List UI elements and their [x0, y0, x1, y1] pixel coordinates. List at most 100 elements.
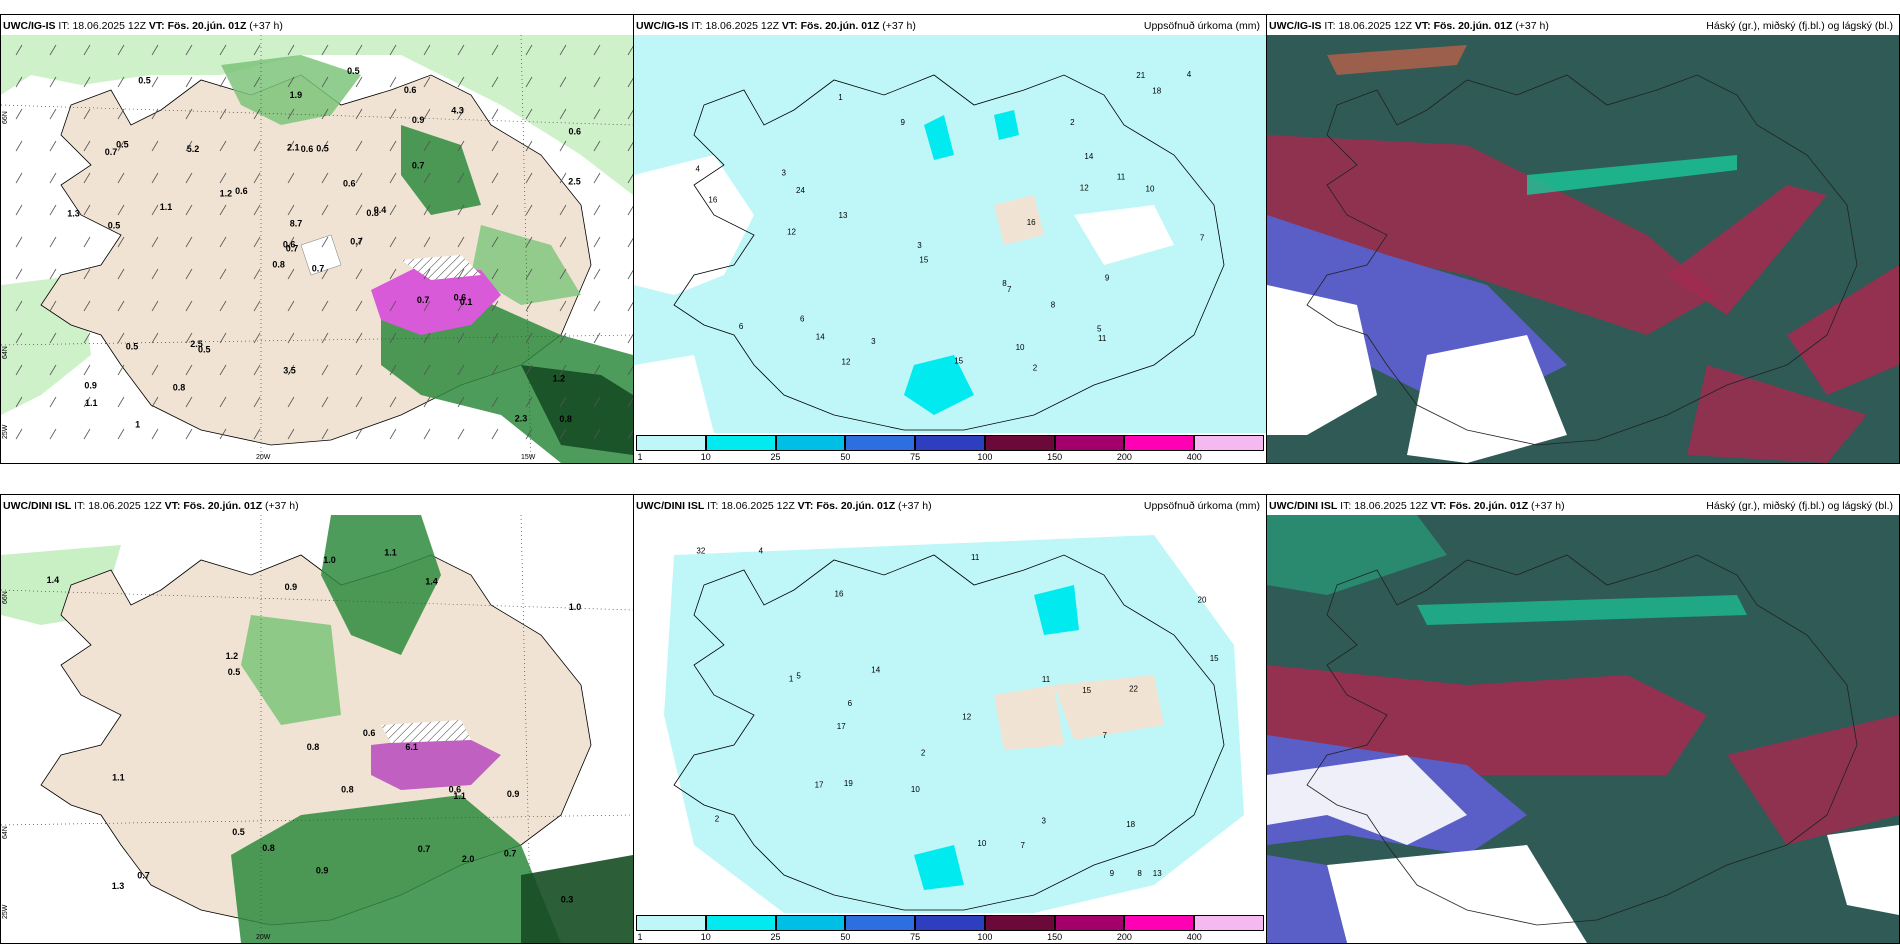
wind-barb	[151, 204, 159, 216]
wind-barb	[49, 172, 57, 184]
colorbar-swatch	[705, 915, 776, 931]
wind-barb	[15, 268, 23, 280]
wind-barb	[627, 45, 633, 56]
wind-barb	[83, 396, 91, 408]
wind-barb	[423, 332, 431, 344]
wind-barb	[117, 108, 125, 120]
lat-label-64: 64N	[2, 346, 9, 359]
wind-barb	[219, 44, 227, 56]
wind-barb	[525, 396, 533, 408]
value-label: 1.1	[453, 791, 466, 801]
wind-barb	[151, 428, 159, 440]
value-label: 7	[1007, 285, 1012, 294]
colorbar-tick-label: 150	[1047, 452, 1063, 462]
colorbar-tick-label: 150	[1047, 932, 1063, 942]
colorbar-swatch	[1124, 435, 1195, 451]
wind-barb	[83, 204, 91, 216]
value-label: 32	[696, 546, 705, 555]
colorbar-tick-label: 1	[637, 932, 643, 942]
wind-barb	[627, 109, 633, 120]
value-label: 0.8	[262, 843, 275, 853]
wind-barb	[491, 108, 499, 120]
value-label: 12	[787, 228, 796, 237]
value-label: 6.1	[405, 742, 418, 752]
colorbar-swatch	[775, 435, 846, 451]
wind-barb	[83, 108, 91, 120]
wind-barb	[389, 44, 397, 56]
wind-barb	[457, 332, 465, 344]
wind-barb	[83, 268, 91, 280]
wind-barb	[355, 364, 363, 376]
wind-barb	[15, 396, 23, 408]
panel-dini-clouds: UWC/DINI ISL IT: 18.06.2025 12Z VT: Fös.…	[1266, 494, 1900, 944]
value-label: 2.1	[287, 143, 300, 153]
wind-barb	[253, 268, 261, 280]
value-label: 5	[796, 672, 801, 681]
panel-header: UWC/IG-IS IT: 18.06.2025 12Z VT: Fös. 20…	[3, 20, 283, 32]
wind-barb	[423, 172, 431, 184]
value-label: 0.5	[232, 827, 245, 837]
value-label: 0.7	[418, 844, 431, 854]
colorbar-swatch	[1194, 435, 1264, 451]
value-label: 9	[901, 118, 906, 127]
wind-barb	[389, 396, 397, 408]
wind-barb	[525, 204, 533, 216]
wind-barb	[423, 364, 431, 376]
wind-barb	[117, 300, 125, 312]
wind-barb	[559, 364, 567, 376]
wind-barb	[15, 140, 23, 152]
panel-dini-accumulated-precip: UWC/DINI ISL IT: 18.06.2025 12Z VT: Fös.…	[633, 494, 1267, 944]
colorbar-tick-label: 10	[700, 452, 711, 462]
wind-barb	[321, 76, 329, 88]
wind-barb	[151, 140, 159, 152]
value-label: 0.7	[350, 236, 363, 246]
wind-barb	[423, 428, 431, 440]
value-label: 0.6	[283, 239, 296, 249]
wind-barb	[423, 44, 431, 56]
colorbar-swatch	[915, 915, 985, 931]
value-label: 0.8	[272, 260, 285, 270]
wind-barb	[355, 332, 363, 344]
value-label: 4	[1187, 70, 1192, 79]
value-label: 1.3	[67, 209, 80, 219]
wind-barb	[219, 204, 227, 216]
value-label: 0.4	[374, 205, 387, 215]
colorbar-swatch	[984, 435, 1055, 451]
map-canvas	[1267, 35, 1899, 463]
wind-barb	[117, 332, 125, 344]
lon-label-20: 20W	[256, 454, 271, 461]
wind-barb	[389, 428, 397, 440]
wind-barb	[287, 300, 295, 312]
wind-barb	[627, 141, 633, 152]
value-label: 11	[971, 553, 980, 562]
value-label: 1.4	[425, 577, 438, 587]
value-label: 12	[842, 358, 851, 367]
value-label: 0.5	[316, 144, 329, 154]
wind-barb	[253, 332, 261, 344]
wind-barb	[491, 268, 499, 280]
wind-barb	[83, 332, 91, 344]
colorbar-tick-label: 400	[1186, 932, 1202, 942]
panel-field-title: Háský (gr.), miðský (fj.bl.) og lágský (…	[1706, 500, 1893, 512]
colorbar-swatch	[915, 435, 985, 451]
panel-header: UWC/IG-IS IT: 18.06.2025 12Z VT: Fös. 20…	[1269, 17, 1893, 35]
wind-barb	[559, 108, 567, 120]
wind-barb	[423, 140, 431, 152]
value-label: 1.9	[290, 90, 303, 100]
wind-barb	[151, 172, 159, 184]
colorbar-tick-label: 50	[840, 932, 851, 942]
value-label: 15	[1210, 654, 1219, 663]
wind-barb	[627, 77, 633, 88]
wind-barb	[15, 364, 23, 376]
wind-barb	[287, 76, 295, 88]
wind-barb	[627, 173, 633, 184]
wind-barb	[321, 268, 329, 280]
value-label: 1.3	[112, 881, 125, 891]
value-label: 3	[1042, 817, 1047, 826]
value-label: 2.0	[462, 854, 475, 864]
colorbar-swatch	[775, 915, 846, 931]
wind-barb	[15, 108, 23, 120]
value-label: 13	[839, 211, 848, 220]
colorbar-tick-label: 75	[910, 452, 921, 462]
value-label: 0.6	[343, 179, 356, 189]
